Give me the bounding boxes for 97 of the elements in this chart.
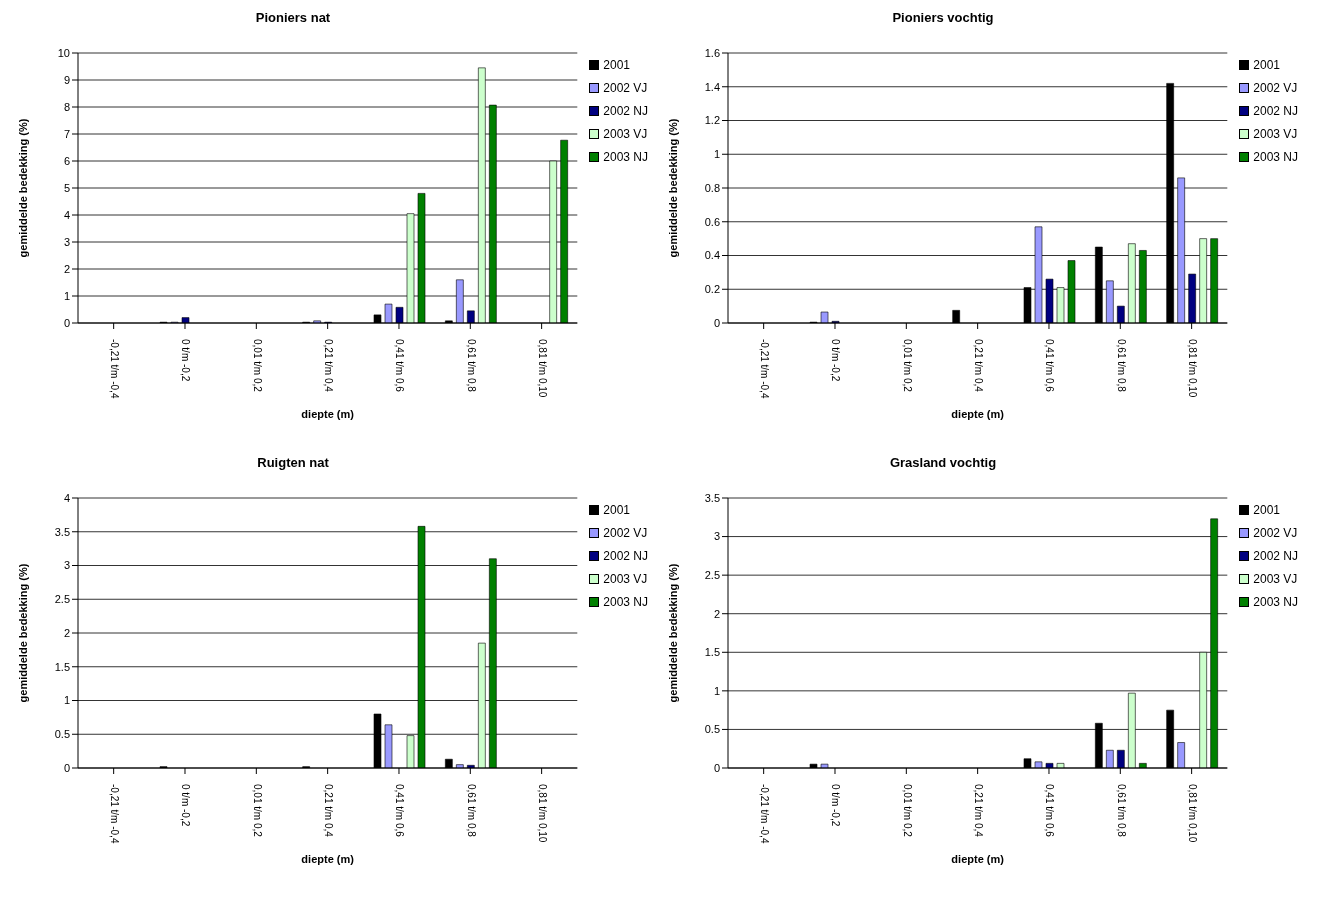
x-tick-label: 0,61 t/m 0,8 (465, 784, 477, 838)
x-tick-label: 0,81 t/m 0,10 (1186, 784, 1198, 843)
legend-label: 2003 VJ (1253, 126, 1298, 141)
y-axis-title: gemiddelde bedekking (%) (666, 118, 679, 258)
x-tick-label: -0,21 t/m -0,4 (109, 339, 121, 399)
y-tick-label: 3 (713, 530, 720, 543)
y-tick-label: 1.5 (704, 646, 720, 659)
chart-title: Ruigten nat (256, 454, 330, 472)
y-tick-label: 0.5 (54, 728, 70, 741)
x-tick-label: 0,21 t/m 0,4 (323, 784, 335, 838)
y-tick-label: 4 (63, 208, 70, 221)
y-tick-label: 0.5 (704, 723, 720, 736)
y-tick-label: 1.5 (54, 660, 70, 673)
y-tick-label: 0 (713, 316, 720, 329)
x-tick-label: 0,41 t/m 0,6 (394, 339, 406, 393)
x-axis-title: diepte (m) (301, 408, 355, 420)
x-tick-label: 0,41 t/m 0,6 (1044, 339, 1056, 393)
y-tick-label: 3 (63, 559, 70, 572)
legend-label: 2001 (603, 57, 630, 72)
legend-label: 2002 NJ (1253, 103, 1298, 118)
legend-label: 2002 VJ (1253, 80, 1298, 95)
legend-label: 2002 NJ (1253, 548, 1298, 563)
y-tick-label: 0.4 (704, 249, 720, 262)
chart-title: Pioniers nat (254, 9, 332, 27)
x-axis-title: diepte (m) (301, 853, 355, 865)
x-tick-label: 0,21 t/m 0,4 (973, 784, 985, 838)
y-tick-label: 1 (713, 148, 720, 161)
legend-label: 2003 VJ (603, 126, 648, 141)
legend-label: 2003 VJ (603, 571, 648, 586)
y-tick-label: 2 (63, 626, 70, 639)
y-tick-label: 0 (713, 761, 720, 774)
legend-label: 2003 VJ (1253, 571, 1298, 586)
x-tick-label: -0,21 t/m -0,4 (109, 784, 121, 844)
y-tick-label: 1.4 (704, 80, 720, 93)
y-tick-label: 2.5 (704, 569, 720, 582)
legend-label: 2002 NJ (603, 548, 648, 563)
y-tick-label: 9 (63, 73, 70, 86)
y-tick-label: 1 (63, 289, 70, 302)
x-tick-label: 0,01 t/m 0,2 (901, 339, 913, 393)
x-axis-title: diepte (m) (951, 853, 1005, 865)
legend-label: 2001 (1253, 502, 1280, 517)
y-tick-label: 2 (713, 607, 720, 620)
legend-label: 2002 VJ (603, 80, 648, 95)
y-tick-label: 4 (63, 491, 70, 504)
y-axis-title: gemiddelde bedekking (%) (16, 118, 29, 258)
y-tick-label: 2.5 (54, 593, 70, 606)
legend-label: 2001 (1253, 57, 1280, 72)
x-tick-label: 0 t/m -0,2 (180, 339, 192, 382)
x-tick-label: 0,21 t/m 0,4 (973, 339, 985, 393)
x-tick-label: 0,41 t/m 0,6 (1044, 784, 1056, 838)
legend-label: 2002 VJ (1253, 525, 1298, 540)
x-tick-label: 0 t/m -0,2 (830, 339, 842, 382)
x-tick-label: 0,41 t/m 0,6 (394, 784, 406, 838)
y-tick-label: 5 (63, 181, 70, 194)
y-axis-title: gemiddelde bedekking (%) (16, 563, 29, 703)
x-axis-title: diepte (m) (951, 408, 1005, 420)
x-tick-label: 0,81 t/m 0,10 (536, 339, 548, 398)
y-tick-label: 0 (63, 761, 70, 774)
legend-label: 2003 NJ (1253, 594, 1298, 609)
legend-label: 2002 NJ (603, 103, 648, 118)
x-tick-label: -0,21 t/m -0,4 (759, 784, 771, 844)
x-tick-label: 0,61 t/m 0,8 (465, 339, 477, 393)
x-tick-label: -0,21 t/m -0,4 (759, 339, 771, 399)
x-tick-label: 0,81 t/m 0,10 (1186, 339, 1198, 398)
y-tick-label: 10 (57, 46, 70, 59)
x-tick-label: 0,81 t/m 0,10 (536, 784, 548, 843)
y-tick-label: 6 (63, 154, 70, 167)
y-tick-label: 1 (713, 684, 720, 697)
x-tick-label: 0,61 t/m 0,8 (1115, 339, 1127, 393)
y-tick-label: 8 (63, 100, 70, 113)
x-tick-label: 0,01 t/m 0,2 (901, 784, 913, 838)
y-tick-label: 1.2 (704, 114, 720, 127)
y-tick-label: 0.2 (704, 283, 720, 296)
chart-title: Grasland vochtig (888, 454, 998, 472)
y-tick-label: 0 (63, 316, 70, 329)
legend-label: 2002 VJ (603, 525, 648, 540)
y-axis-title: gemiddelde bedekking (%) (666, 563, 679, 703)
y-tick-label: 0.8 (704, 181, 720, 194)
x-tick-label: 0,21 t/m 0,4 (323, 339, 335, 393)
x-tick-label: 0,01 t/m 0,2 (251, 339, 263, 393)
legend-label: 2003 NJ (603, 594, 648, 609)
x-tick-label: 0,01 t/m 0,2 (251, 784, 263, 838)
x-tick-label: 0 t/m -0,2 (830, 784, 842, 827)
y-tick-label: 7 (63, 127, 70, 140)
y-tick-label: 1.6 (704, 46, 720, 59)
chart-title: Pioniers vochtig (891, 9, 995, 27)
x-tick-label: 0 t/m -0,2 (180, 784, 192, 827)
legend-label: 2001 (603, 502, 630, 517)
y-tick-label: 3.5 (54, 525, 70, 538)
y-tick-label: 3 (63, 235, 70, 248)
y-tick-label: 2 (63, 262, 70, 275)
y-tick-label: 3.5 (704, 491, 720, 504)
legend-label: 2003 NJ (1253, 149, 1298, 164)
x-tick-label: 0,61 t/m 0,8 (1115, 784, 1127, 838)
legend-label: 2003 NJ (603, 149, 648, 164)
y-tick-label: 1 (63, 694, 70, 707)
y-tick-label: 0.6 (704, 215, 720, 228)
